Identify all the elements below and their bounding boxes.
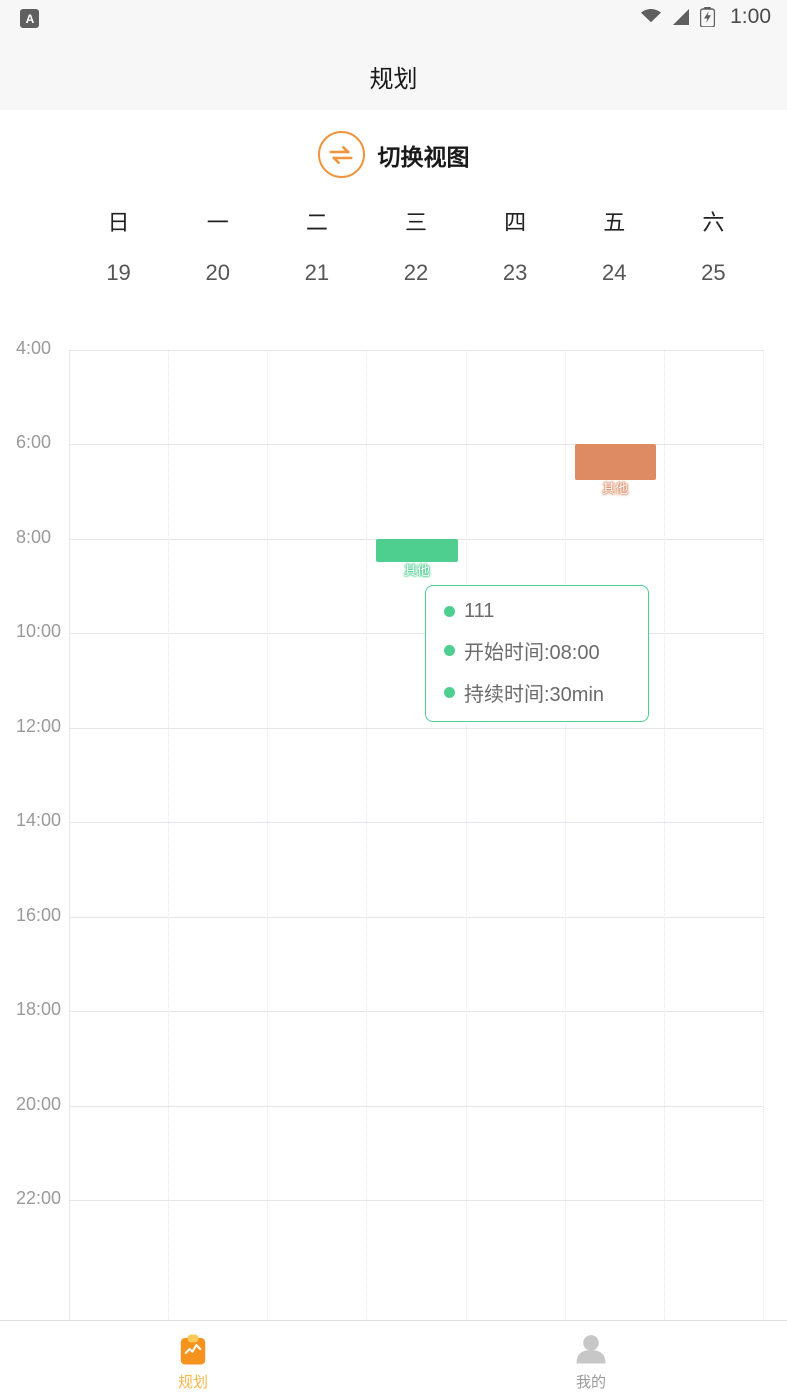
svg-text:A: A [26,12,35,26]
